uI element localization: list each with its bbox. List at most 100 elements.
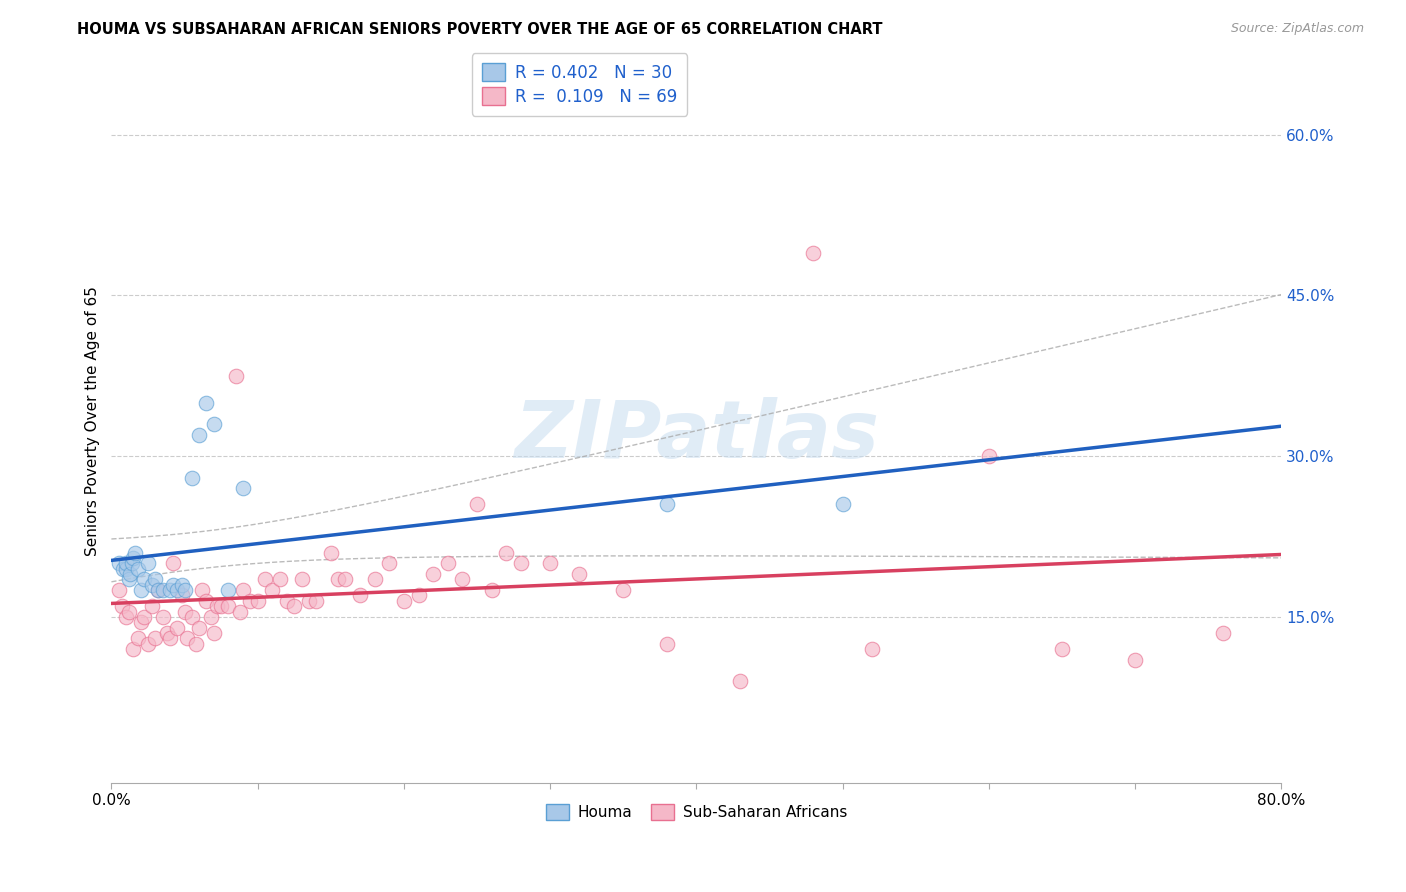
Point bbox=[112, 562, 135, 576]
Point bbox=[860, 642, 883, 657]
Point bbox=[217, 599, 239, 614]
Point bbox=[121, 557, 143, 571]
Point bbox=[176, 632, 198, 646]
Point bbox=[465, 497, 488, 511]
Point bbox=[392, 594, 415, 608]
Point bbox=[132, 610, 155, 624]
Point bbox=[191, 583, 214, 598]
Point bbox=[159, 583, 181, 598]
Point bbox=[538, 557, 561, 571]
Point bbox=[118, 605, 141, 619]
Point bbox=[290, 573, 312, 587]
Point bbox=[111, 599, 134, 614]
Point bbox=[122, 642, 145, 657]
Point bbox=[152, 610, 174, 624]
Point bbox=[132, 573, 155, 587]
Point bbox=[143, 632, 166, 646]
Point bbox=[115, 557, 138, 571]
Point bbox=[188, 427, 211, 442]
Point bbox=[186, 637, 208, 651]
Point bbox=[229, 605, 252, 619]
Point bbox=[568, 567, 591, 582]
Point bbox=[156, 626, 179, 640]
Text: Source: ZipAtlas.com: Source: ZipAtlas.com bbox=[1230, 22, 1364, 36]
Point bbox=[436, 557, 458, 571]
Text: ZIPatlas: ZIPatlas bbox=[515, 397, 879, 475]
Point bbox=[166, 621, 188, 635]
Point bbox=[107, 583, 129, 598]
Point bbox=[612, 583, 634, 598]
Point bbox=[159, 632, 181, 646]
Point bbox=[253, 573, 276, 587]
Point bbox=[262, 583, 284, 598]
Point bbox=[162, 557, 184, 571]
Point bbox=[298, 594, 321, 608]
Point bbox=[115, 562, 138, 576]
Point bbox=[349, 589, 371, 603]
Y-axis label: Seniors Poverty Over the Age of 65: Seniors Poverty Over the Age of 65 bbox=[86, 286, 100, 557]
Point bbox=[481, 583, 503, 598]
Point bbox=[217, 583, 239, 598]
Point bbox=[195, 594, 218, 608]
Point bbox=[127, 632, 149, 646]
Point bbox=[202, 626, 225, 640]
Point bbox=[107, 557, 129, 571]
Point bbox=[232, 583, 254, 598]
Point bbox=[335, 573, 357, 587]
Point bbox=[495, 546, 517, 560]
Point bbox=[170, 578, 193, 592]
Point bbox=[408, 589, 430, 603]
Point bbox=[173, 583, 195, 598]
Text: HOUMA VS SUBSAHARAN AFRICAN SENIORS POVERTY OVER THE AGE OF 65 CORRELATION CHART: HOUMA VS SUBSAHARAN AFRICAN SENIORS POVE… bbox=[77, 22, 883, 37]
Point bbox=[122, 551, 145, 566]
Point bbox=[451, 573, 474, 587]
Point bbox=[657, 637, 679, 651]
Point bbox=[136, 557, 159, 571]
Point bbox=[977, 449, 1000, 463]
Point bbox=[225, 368, 247, 383]
Point bbox=[246, 594, 269, 608]
Point bbox=[200, 610, 222, 624]
Point bbox=[319, 546, 342, 560]
Point bbox=[129, 615, 152, 630]
Point bbox=[148, 583, 170, 598]
Point bbox=[152, 583, 174, 598]
Point bbox=[305, 594, 328, 608]
Point bbox=[202, 417, 225, 431]
Point bbox=[141, 599, 163, 614]
Point bbox=[209, 599, 232, 614]
Point bbox=[141, 578, 163, 592]
Point bbox=[326, 573, 349, 587]
Point bbox=[124, 546, 146, 560]
Point bbox=[239, 594, 262, 608]
Point bbox=[657, 497, 679, 511]
Point bbox=[283, 599, 305, 614]
Point bbox=[173, 605, 195, 619]
Point bbox=[127, 562, 149, 576]
Point bbox=[422, 567, 444, 582]
Point bbox=[162, 578, 184, 592]
Point bbox=[129, 583, 152, 598]
Point bbox=[1123, 653, 1146, 667]
Point bbox=[1212, 626, 1234, 640]
Point bbox=[148, 583, 170, 598]
Point bbox=[276, 594, 298, 608]
Point bbox=[509, 557, 531, 571]
Point bbox=[730, 674, 752, 689]
Point bbox=[115, 610, 138, 624]
Point bbox=[378, 557, 401, 571]
Point bbox=[180, 610, 202, 624]
Point bbox=[166, 583, 188, 598]
Legend: Houma, Sub-Saharan Africans: Houma, Sub-Saharan Africans bbox=[540, 797, 853, 826]
Point bbox=[269, 573, 291, 587]
Point bbox=[831, 497, 853, 511]
Point bbox=[170, 589, 193, 603]
Point bbox=[136, 637, 159, 651]
Point bbox=[1050, 642, 1073, 657]
Point bbox=[205, 599, 228, 614]
Point bbox=[118, 573, 141, 587]
Point bbox=[180, 470, 202, 484]
Point bbox=[143, 573, 166, 587]
Point bbox=[803, 245, 825, 260]
Point bbox=[188, 621, 211, 635]
